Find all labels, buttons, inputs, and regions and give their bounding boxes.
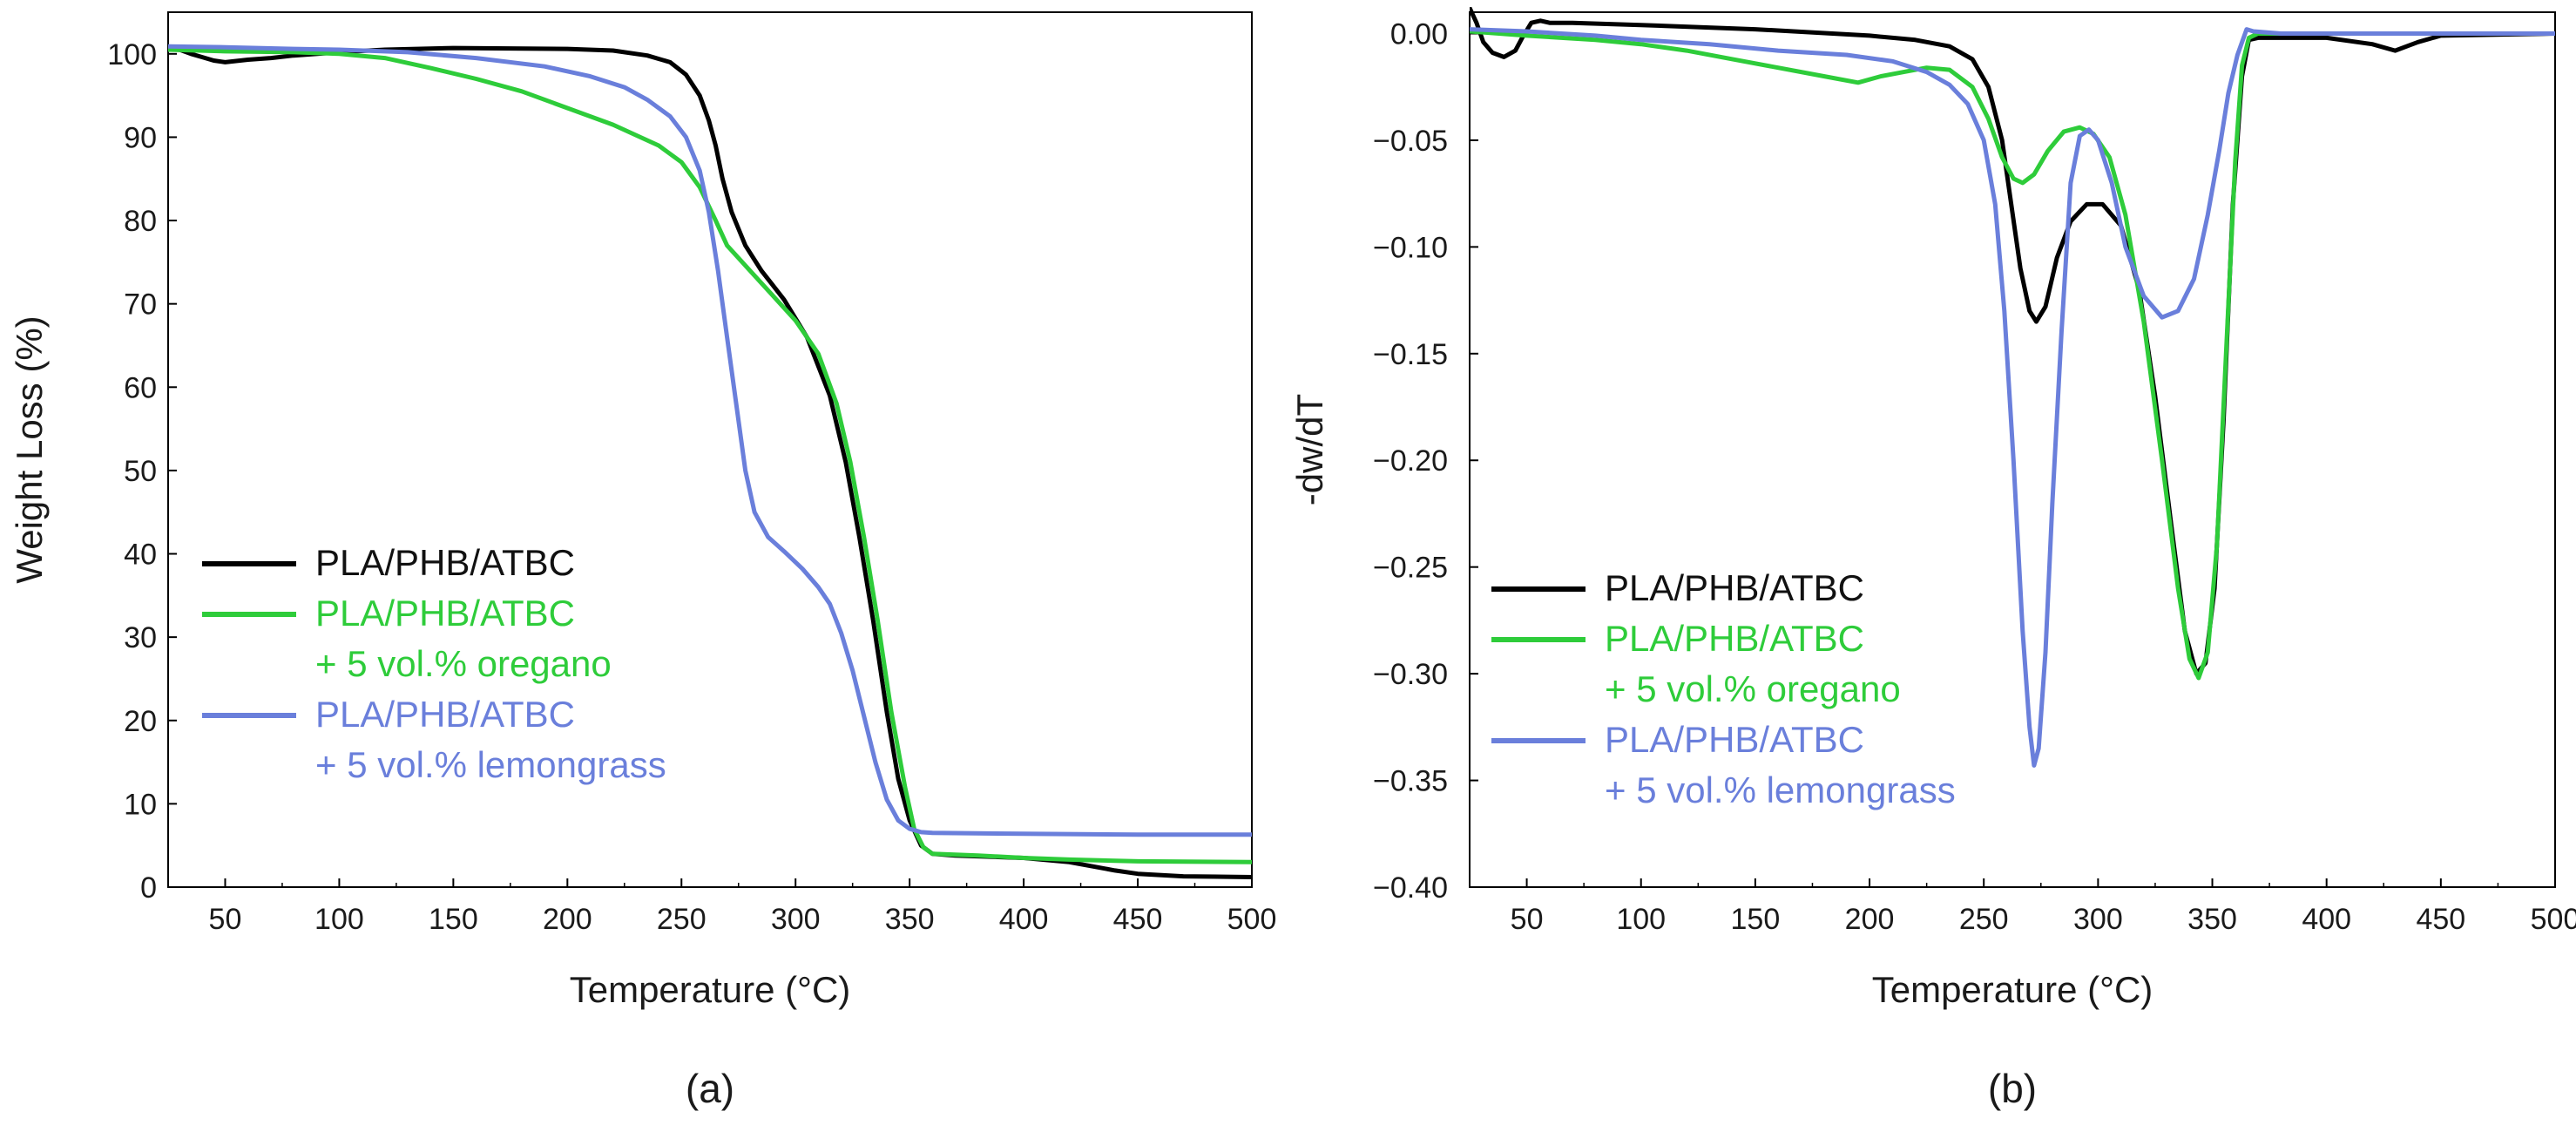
x-tick-label: 50	[1511, 903, 1544, 936]
y-tick-label: 60	[124, 371, 157, 404]
legend-label-2: PLA/PHB/ATBC	[315, 593, 575, 634]
legend-label-3: PLA/PHB/ATBC	[1605, 719, 1864, 760]
panel-label: (a)	[686, 1066, 734, 1111]
legend-label-1: PLA/PHB/ATBC	[315, 542, 575, 583]
x-tick-label: 100	[314, 903, 364, 936]
x-tick-label: 250	[1959, 903, 2009, 936]
y-axis-label: Weight Loss (%)	[9, 315, 50, 583]
legend-label-3: + 5 vol.% lemongrass	[315, 744, 666, 785]
y-tick-label: 40	[124, 539, 157, 572]
legend-label-3: + 5 vol.% lemongrass	[1605, 769, 1956, 810]
panel-b-chart: 50 100 150 200 250 300 350 400 450 500 0.00 −0.05 −0…	[1289, 7, 2576, 1111]
x-axis-label: Temperature (°C)	[1872, 969, 2153, 1010]
legend-label-2: + 5 vol.% oregano	[1605, 668, 1901, 709]
series-line-2	[168, 47, 1252, 864]
y-tick-label: −0.40	[1373, 871, 1448, 905]
y-tick-label: −0.25	[1373, 552, 1448, 585]
panel-label: (b)	[1988, 1066, 2037, 1111]
x-tick-label: 50	[209, 903, 242, 936]
y-tick-label: −0.05	[1373, 125, 1448, 158]
x-tick-label: 400	[2302, 903, 2351, 936]
y-tick-label: −0.20	[1373, 444, 1448, 478]
plot-frame	[1469, 11, 2556, 888]
y-axis-label: -dw/dT	[1289, 394, 1330, 505]
legend-label-2: PLA/PHB/ATBC	[1605, 618, 1864, 659]
y-tick-label: −0.10	[1373, 231, 1448, 264]
y-tick-label: 10	[124, 788, 157, 821]
y-tick-label: 0	[140, 871, 157, 905]
x-tick-label: 150	[429, 903, 478, 936]
y-tick-label: 30	[124, 621, 157, 654]
y-tick-label: 50	[124, 455, 157, 488]
legend-label-2: + 5 vol.% oregano	[315, 643, 612, 684]
plot-frame	[167, 11, 1253, 888]
x-tick-label: 250	[657, 903, 707, 936]
x-tick-label: 300	[771, 903, 821, 936]
x-tick-label: 450	[2416, 903, 2465, 936]
x-tick-label: 200	[1845, 903, 1895, 936]
y-tick-label: 70	[124, 288, 157, 322]
x-tick-label: 350	[885, 903, 935, 936]
x-tick-label: 150	[1731, 903, 1781, 936]
x-tick-label: 500	[1227, 903, 1277, 936]
y-tick-label: 100	[107, 38, 157, 71]
x-tick-label: 100	[1616, 903, 1666, 936]
series-line-2	[1470, 29, 2555, 681]
legend-label-1: PLA/PHB/ATBC	[1605, 567, 1864, 608]
x-tick-label: 300	[2073, 903, 2123, 936]
x-tick-label: 350	[2187, 903, 2237, 936]
x-tick-label: 450	[1113, 903, 1163, 936]
panel-a-chart: 50 100 150 200 250 300 350 400 450 500 0 10 20 30 40 50…	[9, 11, 1277, 1111]
series-line-3	[1470, 27, 2555, 768]
y-tick-label: 20	[124, 705, 157, 738]
y-tick-label: 0.00	[1390, 17, 1448, 51]
y-tick-label: −0.15	[1373, 338, 1448, 371]
x-tick-label: 200	[543, 903, 592, 936]
x-tick-label: 400	[999, 903, 1049, 936]
x-tick-label: 500	[2531, 903, 2576, 936]
series-line-3	[168, 44, 1252, 837]
y-tick-label: 90	[124, 121, 157, 154]
x-axis-label: Temperature (°C)	[570, 969, 851, 1010]
y-tick-label: 80	[124, 205, 157, 238]
y-tick-label: −0.35	[1373, 765, 1448, 798]
legend-label-3: PLA/PHB/ATBC	[315, 694, 575, 735]
y-tick-label: −0.30	[1373, 658, 1448, 691]
